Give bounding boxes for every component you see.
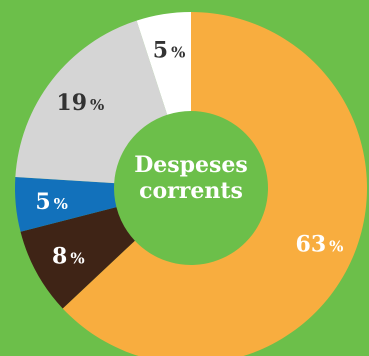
donut-slice-4: [136, 12, 191, 115]
center-label-line1: Despeses: [134, 152, 248, 178]
slice-label-3: 19%: [56, 90, 104, 116]
center-label-line2: corrents: [139, 178, 243, 204]
donut-slice-3: [15, 20, 168, 184]
slice-label-2: 5%: [35, 189, 68, 215]
slice-label-4: 5%: [153, 38, 186, 64]
donut-slices: [14, 12, 367, 356]
slice-label-1: 8%: [52, 243, 85, 269]
donut-slice-2: [14, 176, 117, 232]
slice-label-0: 63%: [296, 232, 344, 258]
slice-labels: 63 % 8 % 5 % 19 % 5%: [35, 38, 343, 270]
donut-slice-1: [20, 207, 135, 309]
donut-slice-0: [62, 12, 367, 356]
